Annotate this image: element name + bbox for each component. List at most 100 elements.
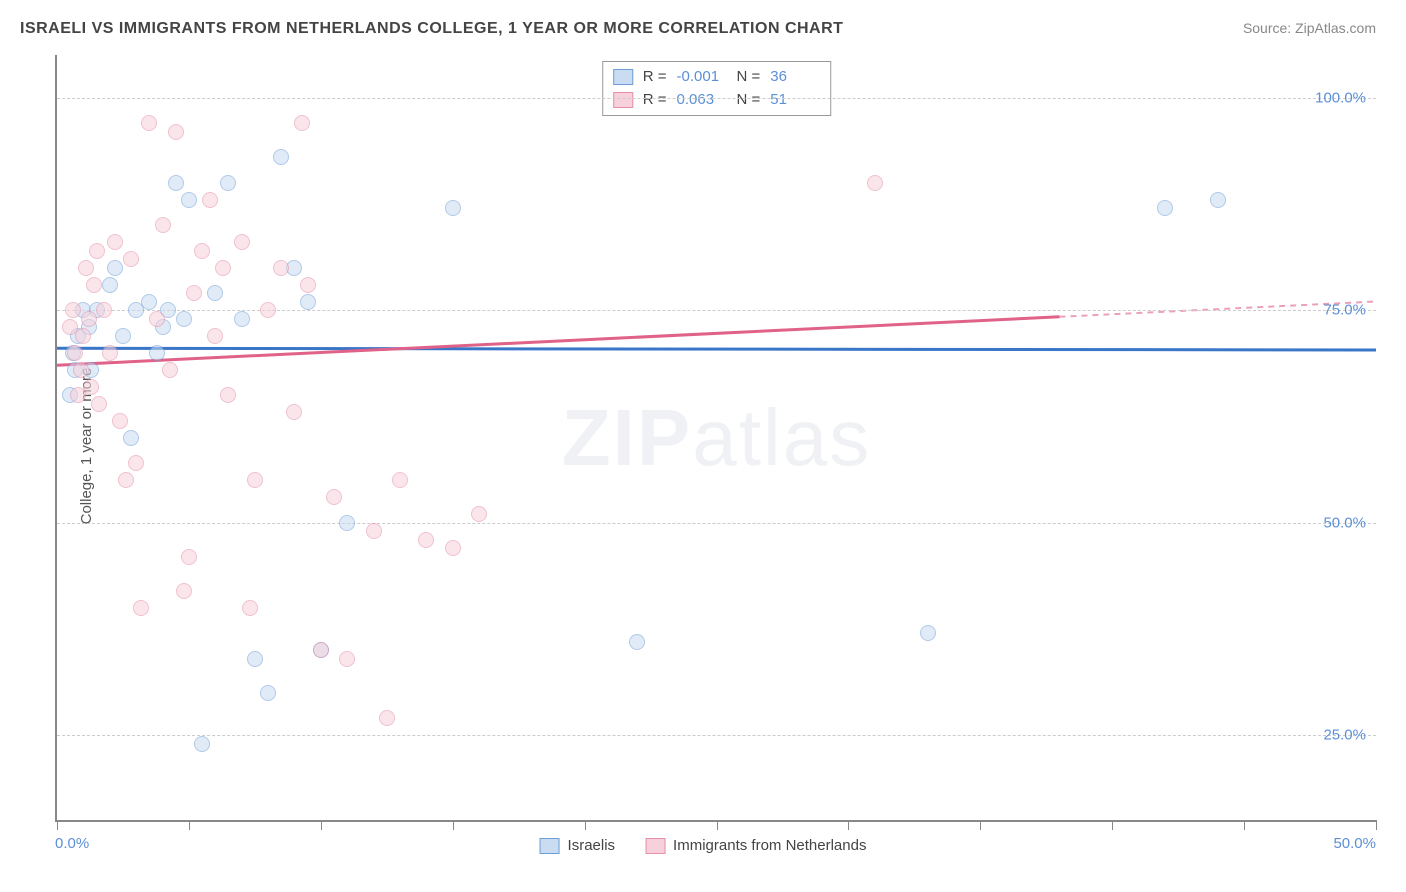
data-point bbox=[300, 294, 316, 310]
x-tick bbox=[1376, 820, 1377, 830]
x-tick bbox=[453, 820, 454, 830]
data-point bbox=[65, 302, 81, 318]
data-point bbox=[141, 115, 157, 131]
data-point bbox=[78, 260, 94, 276]
x-tick bbox=[585, 820, 586, 830]
data-point bbox=[112, 413, 128, 429]
gridline-h bbox=[57, 735, 1376, 736]
source-label: Source: ZipAtlas.com bbox=[1243, 20, 1376, 36]
data-point bbox=[234, 234, 250, 250]
data-point bbox=[89, 243, 105, 259]
y-tick-label: 25.0% bbox=[1323, 727, 1366, 744]
data-point bbox=[234, 311, 250, 327]
legend-label: Immigrants from Netherlands bbox=[673, 837, 866, 854]
data-point bbox=[220, 387, 236, 403]
data-point bbox=[242, 600, 258, 616]
chart-container: ISRAELI VS IMMIGRANTS FROM NETHERLANDS C… bbox=[0, 0, 1406, 892]
data-point bbox=[176, 583, 192, 599]
watermark-part1: ZIP bbox=[562, 393, 692, 482]
legend-item: Immigrants from Netherlands bbox=[645, 837, 866, 854]
data-point bbox=[162, 362, 178, 378]
data-point bbox=[339, 651, 355, 667]
n-value: 36 bbox=[770, 66, 820, 89]
data-point bbox=[81, 311, 97, 327]
data-point bbox=[471, 506, 487, 522]
watermark: ZIPatlas bbox=[562, 392, 871, 484]
data-point bbox=[392, 472, 408, 488]
data-point bbox=[128, 455, 144, 471]
y-tick-label: 50.0% bbox=[1323, 514, 1366, 531]
regression-line bbox=[57, 317, 1059, 365]
series-legend: Israelis Immigrants from Netherlands bbox=[540, 837, 867, 854]
data-point bbox=[220, 175, 236, 191]
x-axis-min-label: 0.0% bbox=[55, 835, 89, 852]
x-tick bbox=[1112, 820, 1113, 830]
data-point bbox=[920, 625, 936, 641]
data-point bbox=[207, 328, 223, 344]
n-label: N = bbox=[737, 89, 761, 112]
data-point bbox=[313, 642, 329, 658]
data-point bbox=[445, 200, 461, 216]
x-axis-max-label: 50.0% bbox=[1333, 835, 1376, 852]
data-point bbox=[168, 175, 184, 191]
data-point bbox=[86, 277, 102, 293]
gridline-h bbox=[57, 523, 1376, 524]
data-point bbox=[123, 430, 139, 446]
data-point bbox=[326, 489, 342, 505]
data-point bbox=[67, 345, 83, 361]
legend-item: Israelis bbox=[540, 837, 616, 854]
data-point bbox=[294, 115, 310, 131]
data-point bbox=[260, 685, 276, 701]
data-point bbox=[75, 328, 91, 344]
x-tick bbox=[57, 820, 58, 830]
data-point bbox=[83, 379, 99, 395]
data-point bbox=[91, 396, 107, 412]
x-tick bbox=[1244, 820, 1245, 830]
data-point bbox=[107, 260, 123, 276]
legend-swatch bbox=[613, 92, 633, 108]
data-point bbox=[194, 243, 210, 259]
data-point bbox=[194, 736, 210, 752]
data-point bbox=[247, 651, 263, 667]
stats-legend-row: R =0.063N =51 bbox=[613, 89, 821, 112]
data-point bbox=[1210, 192, 1226, 208]
legend-swatch bbox=[645, 838, 665, 854]
chart-title: ISRAELI VS IMMIGRANTS FROM NETHERLANDS C… bbox=[20, 20, 843, 38]
stats-legend: R =-0.001N =36R =0.063N =51 bbox=[602, 61, 832, 116]
data-point bbox=[133, 600, 149, 616]
r-value: 0.063 bbox=[677, 89, 727, 112]
x-tick bbox=[321, 820, 322, 830]
data-point bbox=[629, 634, 645, 650]
gridline-h bbox=[57, 310, 1376, 311]
data-point bbox=[366, 523, 382, 539]
data-point bbox=[286, 404, 302, 420]
data-point bbox=[96, 302, 112, 318]
data-point bbox=[118, 472, 134, 488]
data-point bbox=[181, 549, 197, 565]
data-point bbox=[102, 345, 118, 361]
gridline-h bbox=[57, 98, 1376, 99]
data-point bbox=[186, 285, 202, 301]
data-point bbox=[168, 124, 184, 140]
data-point bbox=[379, 710, 395, 726]
data-point bbox=[273, 149, 289, 165]
data-point bbox=[115, 328, 131, 344]
r-label: R = bbox=[643, 89, 667, 112]
data-point bbox=[273, 260, 289, 276]
n-label: N = bbox=[737, 66, 761, 89]
data-point bbox=[202, 192, 218, 208]
y-tick-label: 75.0% bbox=[1323, 302, 1366, 319]
data-point bbox=[155, 217, 171, 233]
data-point bbox=[215, 260, 231, 276]
data-point bbox=[181, 192, 197, 208]
stats-legend-row: R =-0.001N =36 bbox=[613, 66, 821, 89]
data-point bbox=[176, 311, 192, 327]
data-point bbox=[1157, 200, 1173, 216]
data-point bbox=[867, 175, 883, 191]
data-point bbox=[149, 345, 165, 361]
data-point bbox=[141, 294, 157, 310]
x-tick bbox=[189, 820, 190, 830]
regression-lines bbox=[57, 55, 1376, 820]
r-value: -0.001 bbox=[677, 66, 727, 89]
data-point bbox=[207, 285, 223, 301]
